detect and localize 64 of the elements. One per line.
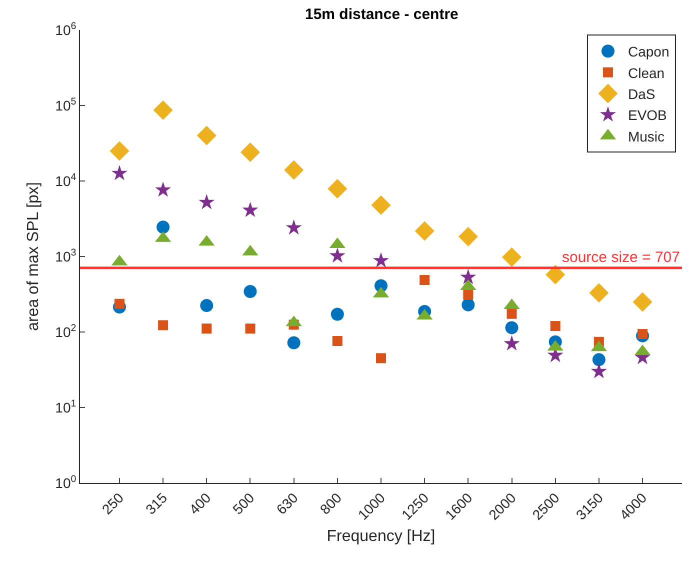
point <box>506 308 517 319</box>
point <box>329 247 346 263</box>
x-tick-label: 500 <box>229 489 258 518</box>
point <box>110 141 130 161</box>
y-tick-label: 10$^{0}$ <box>55 474 77 491</box>
point <box>376 353 386 364</box>
point <box>462 298 475 312</box>
point <box>242 202 258 218</box>
point <box>550 321 560 332</box>
point <box>202 324 212 334</box>
point <box>592 353 606 366</box>
point <box>590 363 607 378</box>
x-axis-title: Frequency [Hz] <box>326 528 436 545</box>
y-axis-title: area of max SPL [px] <box>25 182 42 331</box>
point <box>200 299 214 312</box>
point <box>114 298 124 309</box>
point <box>502 247 522 267</box>
y-tick-label: 10$^{1}$ <box>55 398 76 416</box>
x-tick-label: 315 <box>142 489 170 518</box>
point <box>284 160 304 180</box>
x-tick-label: 800 <box>316 489 345 518</box>
legend-label: Capon <box>628 44 670 60</box>
point <box>463 290 474 300</box>
point <box>505 321 518 334</box>
legend-label: DaS <box>628 86 656 102</box>
y-tick-label: 10$^{2}$ <box>55 323 76 340</box>
y-tick-label: 10$^{4}$ <box>55 172 77 189</box>
point <box>286 219 302 235</box>
point <box>420 275 430 286</box>
point <box>460 268 476 284</box>
point <box>153 100 173 120</box>
point <box>196 126 216 146</box>
legend-label: EVOB <box>628 107 667 124</box>
y-tick-label: 10$^{6}$ <box>55 21 77 38</box>
point <box>371 195 391 215</box>
x-tick-label: 630 <box>273 489 302 518</box>
point <box>504 335 520 350</box>
y-tick-label: 10$^{5}$ <box>55 96 77 114</box>
point <box>589 283 609 303</box>
point <box>245 324 256 334</box>
point <box>328 178 348 198</box>
x-tick-label: 400 <box>186 489 214 518</box>
point <box>198 194 215 210</box>
point <box>458 226 478 246</box>
y-tick-label: 10$^{3}$ <box>55 248 77 264</box>
x-tick-label: 250 <box>98 489 127 518</box>
point <box>414 221 434 241</box>
point <box>373 252 389 268</box>
point <box>156 220 170 234</box>
point <box>546 264 566 284</box>
point <box>158 320 168 330</box>
point <box>240 142 260 162</box>
point <box>638 329 648 340</box>
point <box>332 336 342 346</box>
point <box>155 182 172 197</box>
point <box>111 165 128 180</box>
point <box>244 284 257 298</box>
legend-label: Music <box>628 128 665 144</box>
ref-line-label: source size = 707 <box>562 249 680 266</box>
point <box>330 308 344 321</box>
point <box>287 336 300 350</box>
chart-title: 15m distance - centre <box>304 6 458 24</box>
point <box>632 292 652 312</box>
legend-label: Clean <box>628 64 665 81</box>
